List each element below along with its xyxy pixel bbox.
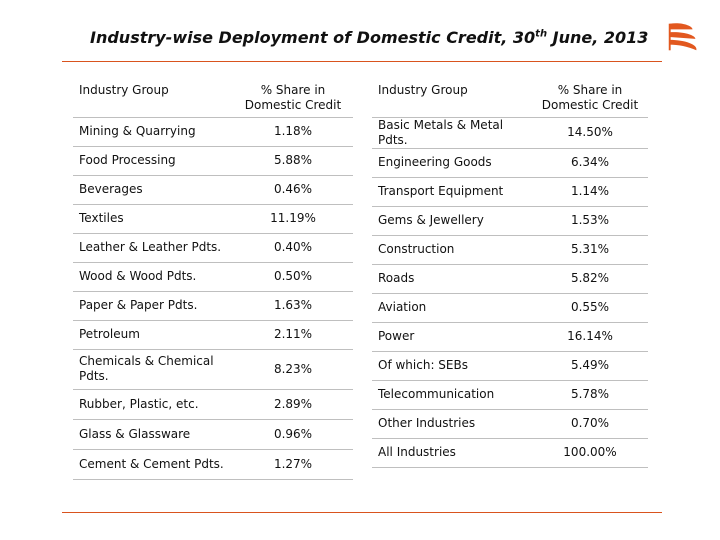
share-value: 5.88% <box>233 146 353 176</box>
share-value: 6.34% <box>532 148 648 178</box>
page-title: Industry-wise Deployment of Domestic Cre… <box>90 28 649 47</box>
industry-name: All Industries <box>372 438 532 468</box>
industry-name: Beverages <box>73 175 233 205</box>
share-value: 8.23% <box>233 349 353 390</box>
industry-name: Mining & Quarrying <box>73 117 233 147</box>
table-row: Leather & Leather Pdts. 0.40% <box>73 233 353 263</box>
industry-name: Textiles <box>73 204 233 234</box>
table-row: Cement & Cement Pdts. 1.27% <box>73 449 353 480</box>
share-value: 1.14% <box>532 177 648 207</box>
table-row: Textiles 11.19% <box>73 204 353 234</box>
share-value: 0.50% <box>233 262 353 292</box>
share-value: 0.46% <box>233 175 353 205</box>
industry-name: Chemicals & Chemical Pdts. <box>73 349 233 390</box>
industry-name: Telecommunication <box>372 380 532 410</box>
industry-name: Petroleum <box>73 320 233 350</box>
share-value: 0.55% <box>532 293 648 323</box>
industry-name: Other Industries <box>372 409 532 439</box>
table-row: Paper & Paper Pdts. 1.63% <box>73 291 353 321</box>
industry-name: Rubber, Plastic, etc. <box>73 389 233 420</box>
table-row: Gems & Jewellery 1.53% <box>372 206 648 236</box>
column-header: Industry Group <box>73 75 233 118</box>
table-row: Power 16.14% <box>372 322 648 352</box>
table-row: Petroleum 2.11% <box>73 320 353 350</box>
share-value: 0.40% <box>233 233 353 263</box>
footer-divider <box>62 512 662 513</box>
table-row: Engineering Goods 6.34% <box>372 148 648 178</box>
share-value: 2.11% <box>233 320 353 350</box>
share-value: 100.00% <box>532 438 648 468</box>
share-value: 0.70% <box>532 409 648 439</box>
column-header: Industry Group <box>372 75 532 118</box>
bank-of-baroda-logo-icon <box>668 23 697 51</box>
share-value: 2.89% <box>233 389 353 420</box>
table-row: Transport Equipment 1.14% <box>372 177 648 207</box>
table-row: Aviation 0.55% <box>372 293 648 323</box>
industry-name: Food Processing <box>73 146 233 176</box>
share-value: 5.82% <box>532 264 648 294</box>
share-value: 1.63% <box>233 291 353 321</box>
table-row: Of which: SEBs 5.49% <box>372 351 648 381</box>
industry-name: Cement & Cement Pdts. <box>73 449 233 480</box>
table-header-row: Industry Group % Share in Domestic Credi… <box>372 75 648 118</box>
share-value: 1.53% <box>532 206 648 236</box>
table-row: Rubber, Plastic, etc. 2.89% <box>73 389 353 420</box>
share-value: 5.49% <box>532 351 648 381</box>
table-row: Glass & Glassware 0.96% <box>73 419 353 450</box>
industry-name: Glass & Glassware <box>73 419 233 450</box>
share-value: 1.18% <box>233 117 353 147</box>
table-row: Telecommunication 5.78% <box>372 380 648 410</box>
table-row: Beverages 0.46% <box>73 175 353 205</box>
industry-name: Paper & Paper Pdts. <box>73 291 233 321</box>
table-row: Mining & Quarrying 1.18% <box>73 117 353 147</box>
table-row: Basic Metals & Metal Pdts. 14.50% <box>372 117 648 149</box>
left-industry-table: Industry Group % Share in Domestic Credi… <box>73 75 353 480</box>
industry-name: Aviation <box>372 293 532 323</box>
industry-name: Gems & Jewellery <box>372 206 532 236</box>
column-header: % Share in Domestic Credit <box>233 75 353 118</box>
table-row: Other Industries 0.70% <box>372 409 648 439</box>
share-value: 1.27% <box>233 449 353 480</box>
share-value: 14.50% <box>532 117 648 149</box>
industry-name: Transport Equipment <box>372 177 532 207</box>
industry-name: Power <box>372 322 532 352</box>
share-value: 16.14% <box>532 322 648 352</box>
table-row: Food Processing 5.88% <box>73 146 353 176</box>
industry-name: Leather & Leather Pdts. <box>73 233 233 263</box>
table-row: Construction 5.31% <box>372 235 648 265</box>
table-row: All Industries 100.00% <box>372 438 648 468</box>
industry-name: Wood & Wood Pdts. <box>73 262 233 292</box>
share-value: 11.19% <box>233 204 353 234</box>
table-row: Wood & Wood Pdts. 0.50% <box>73 262 353 292</box>
industry-name: Basic Metals & Metal Pdts. <box>372 117 532 149</box>
title-divider <box>62 61 662 62</box>
table-row: Roads 5.82% <box>372 264 648 294</box>
table-header-row: Industry Group % Share in Domestic Credi… <box>73 75 353 118</box>
industry-name: Engineering Goods <box>372 148 532 178</box>
share-value: 5.78% <box>532 380 648 410</box>
right-industry-table: Industry Group % Share in Domestic Credi… <box>372 75 648 468</box>
industry-name: Construction <box>372 235 532 265</box>
industry-name: Roads <box>372 264 532 294</box>
column-header: % Share in Domestic Credit <box>532 75 648 118</box>
share-value: 5.31% <box>532 235 648 265</box>
table-row: Chemicals & Chemical Pdts. 8.23% <box>73 349 353 390</box>
industry-name: Of which: SEBs <box>372 351 532 381</box>
share-value: 0.96% <box>233 419 353 450</box>
